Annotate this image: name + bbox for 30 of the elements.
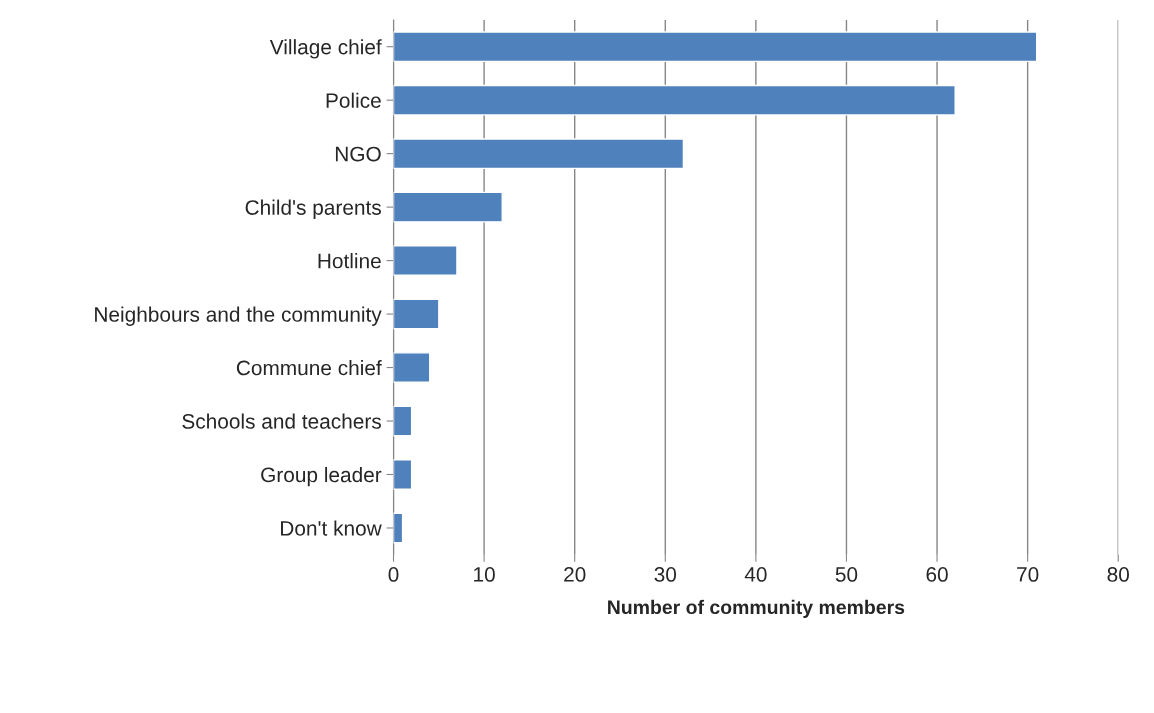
x-tick-label: 10: [474, 567, 495, 582]
x-axis-title: Number of community members: [608, 599, 905, 618]
x-tick-label: 80: [1107, 567, 1129, 582]
y-tick-label: Don't know: [281, 520, 382, 536]
x-tick-label: 60: [926, 567, 948, 582]
bar: [393, 245, 458, 277]
bar: [393, 405, 413, 437]
y-tick-label: Commune chief: [236, 360, 382, 376]
x-tick-label: 70: [1017, 567, 1039, 582]
x-tick-label: 0: [388, 567, 399, 582]
y-tick-label: Village chief: [269, 39, 382, 59]
bar: [393, 459, 413, 490]
y-tick-label: Police: [326, 92, 381, 108]
x-tick-label: 30: [654, 567, 677, 582]
y-tick-label: Group leader: [261, 466, 382, 487]
y-tick-label: Schools and teachers: [182, 413, 381, 429]
y-tick-label: Neighbours and the community: [95, 306, 382, 326]
x-tick-label: 40: [744, 567, 767, 582]
bar: [393, 191, 503, 223]
bar: [393, 512, 404, 544]
bar: [393, 138, 685, 170]
bar: [393, 84, 956, 116]
y-tick-label: Child's parents: [245, 199, 381, 219]
y-tick-label: NGO: [335, 146, 381, 162]
x-tick-label: 20: [564, 567, 586, 582]
bar: [393, 31, 1038, 63]
x-tick-label: 50: [835, 567, 858, 582]
bar: [393, 352, 431, 383]
bar: [393, 298, 440, 330]
y-tick-label: Hotline: [318, 253, 381, 269]
